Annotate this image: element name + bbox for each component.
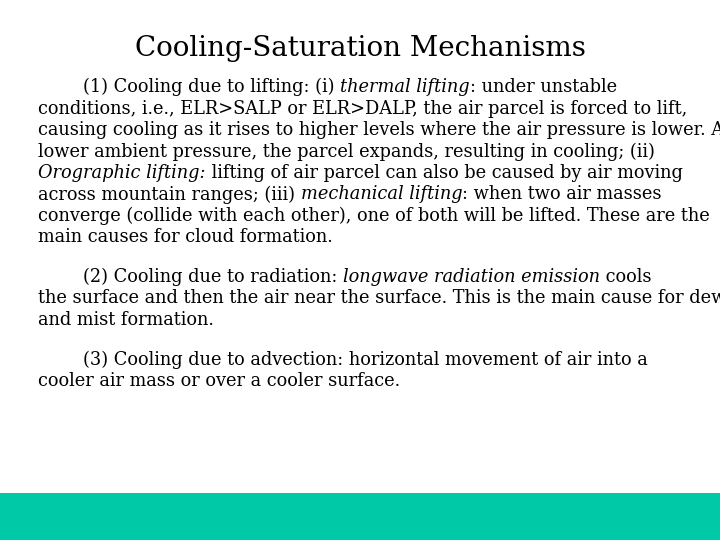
Text: Orographic lifting:: Orographic lifting: bbox=[38, 164, 205, 182]
Text: cooler air mass or over a cooler surface.: cooler air mass or over a cooler surface… bbox=[38, 372, 400, 390]
Text: : under unstable: : under unstable bbox=[469, 78, 617, 96]
Text: lifting of air parcel can also be caused by air moving: lifting of air parcel can also be caused… bbox=[205, 164, 683, 182]
Text: conditions, i.e., ELR>SALP or ELR>DALP, the air parcel is forced to lift,: conditions, i.e., ELR>SALP or ELR>DALP, … bbox=[38, 99, 688, 118]
Text: main causes for cloud formation.: main causes for cloud formation. bbox=[38, 228, 333, 246]
Text: thermal lifting: thermal lifting bbox=[340, 78, 469, 96]
Text: across mountain ranges; (iii): across mountain ranges; (iii) bbox=[38, 186, 301, 204]
Text: and mist formation.: and mist formation. bbox=[38, 311, 214, 329]
Text: : when two air masses: : when two air masses bbox=[462, 186, 662, 204]
Text: the surface and then the air near the surface. This is the main cause for dew: the surface and then the air near the su… bbox=[38, 289, 720, 307]
Text: (1) Cooling due to lifting: (i): (1) Cooling due to lifting: (i) bbox=[38, 78, 340, 96]
Text: lower ambient pressure, the parcel expands, resulting in cooling; (ii): lower ambient pressure, the parcel expan… bbox=[38, 143, 655, 161]
Text: Cooling-Saturation Mechanisms: Cooling-Saturation Mechanisms bbox=[135, 35, 585, 62]
Text: causing cooling as it rises to higher levels where the air pressure is lower. At: causing cooling as it rises to higher le… bbox=[38, 121, 720, 139]
Bar bbox=[0, 493, 720, 540]
Text: converge (collide with each other), one of both will be lifted. These are the: converge (collide with each other), one … bbox=[38, 207, 710, 225]
Text: cools: cools bbox=[600, 268, 652, 286]
Text: (3) Cooling due to advection: horizontal movement of air into a: (3) Cooling due to advection: horizontal… bbox=[38, 350, 648, 369]
Text: longwave radiation emission: longwave radiation emission bbox=[343, 268, 600, 286]
Text: (2) Cooling due to radiation:: (2) Cooling due to radiation: bbox=[38, 268, 343, 286]
Text: mechanical lifting: mechanical lifting bbox=[301, 186, 462, 204]
